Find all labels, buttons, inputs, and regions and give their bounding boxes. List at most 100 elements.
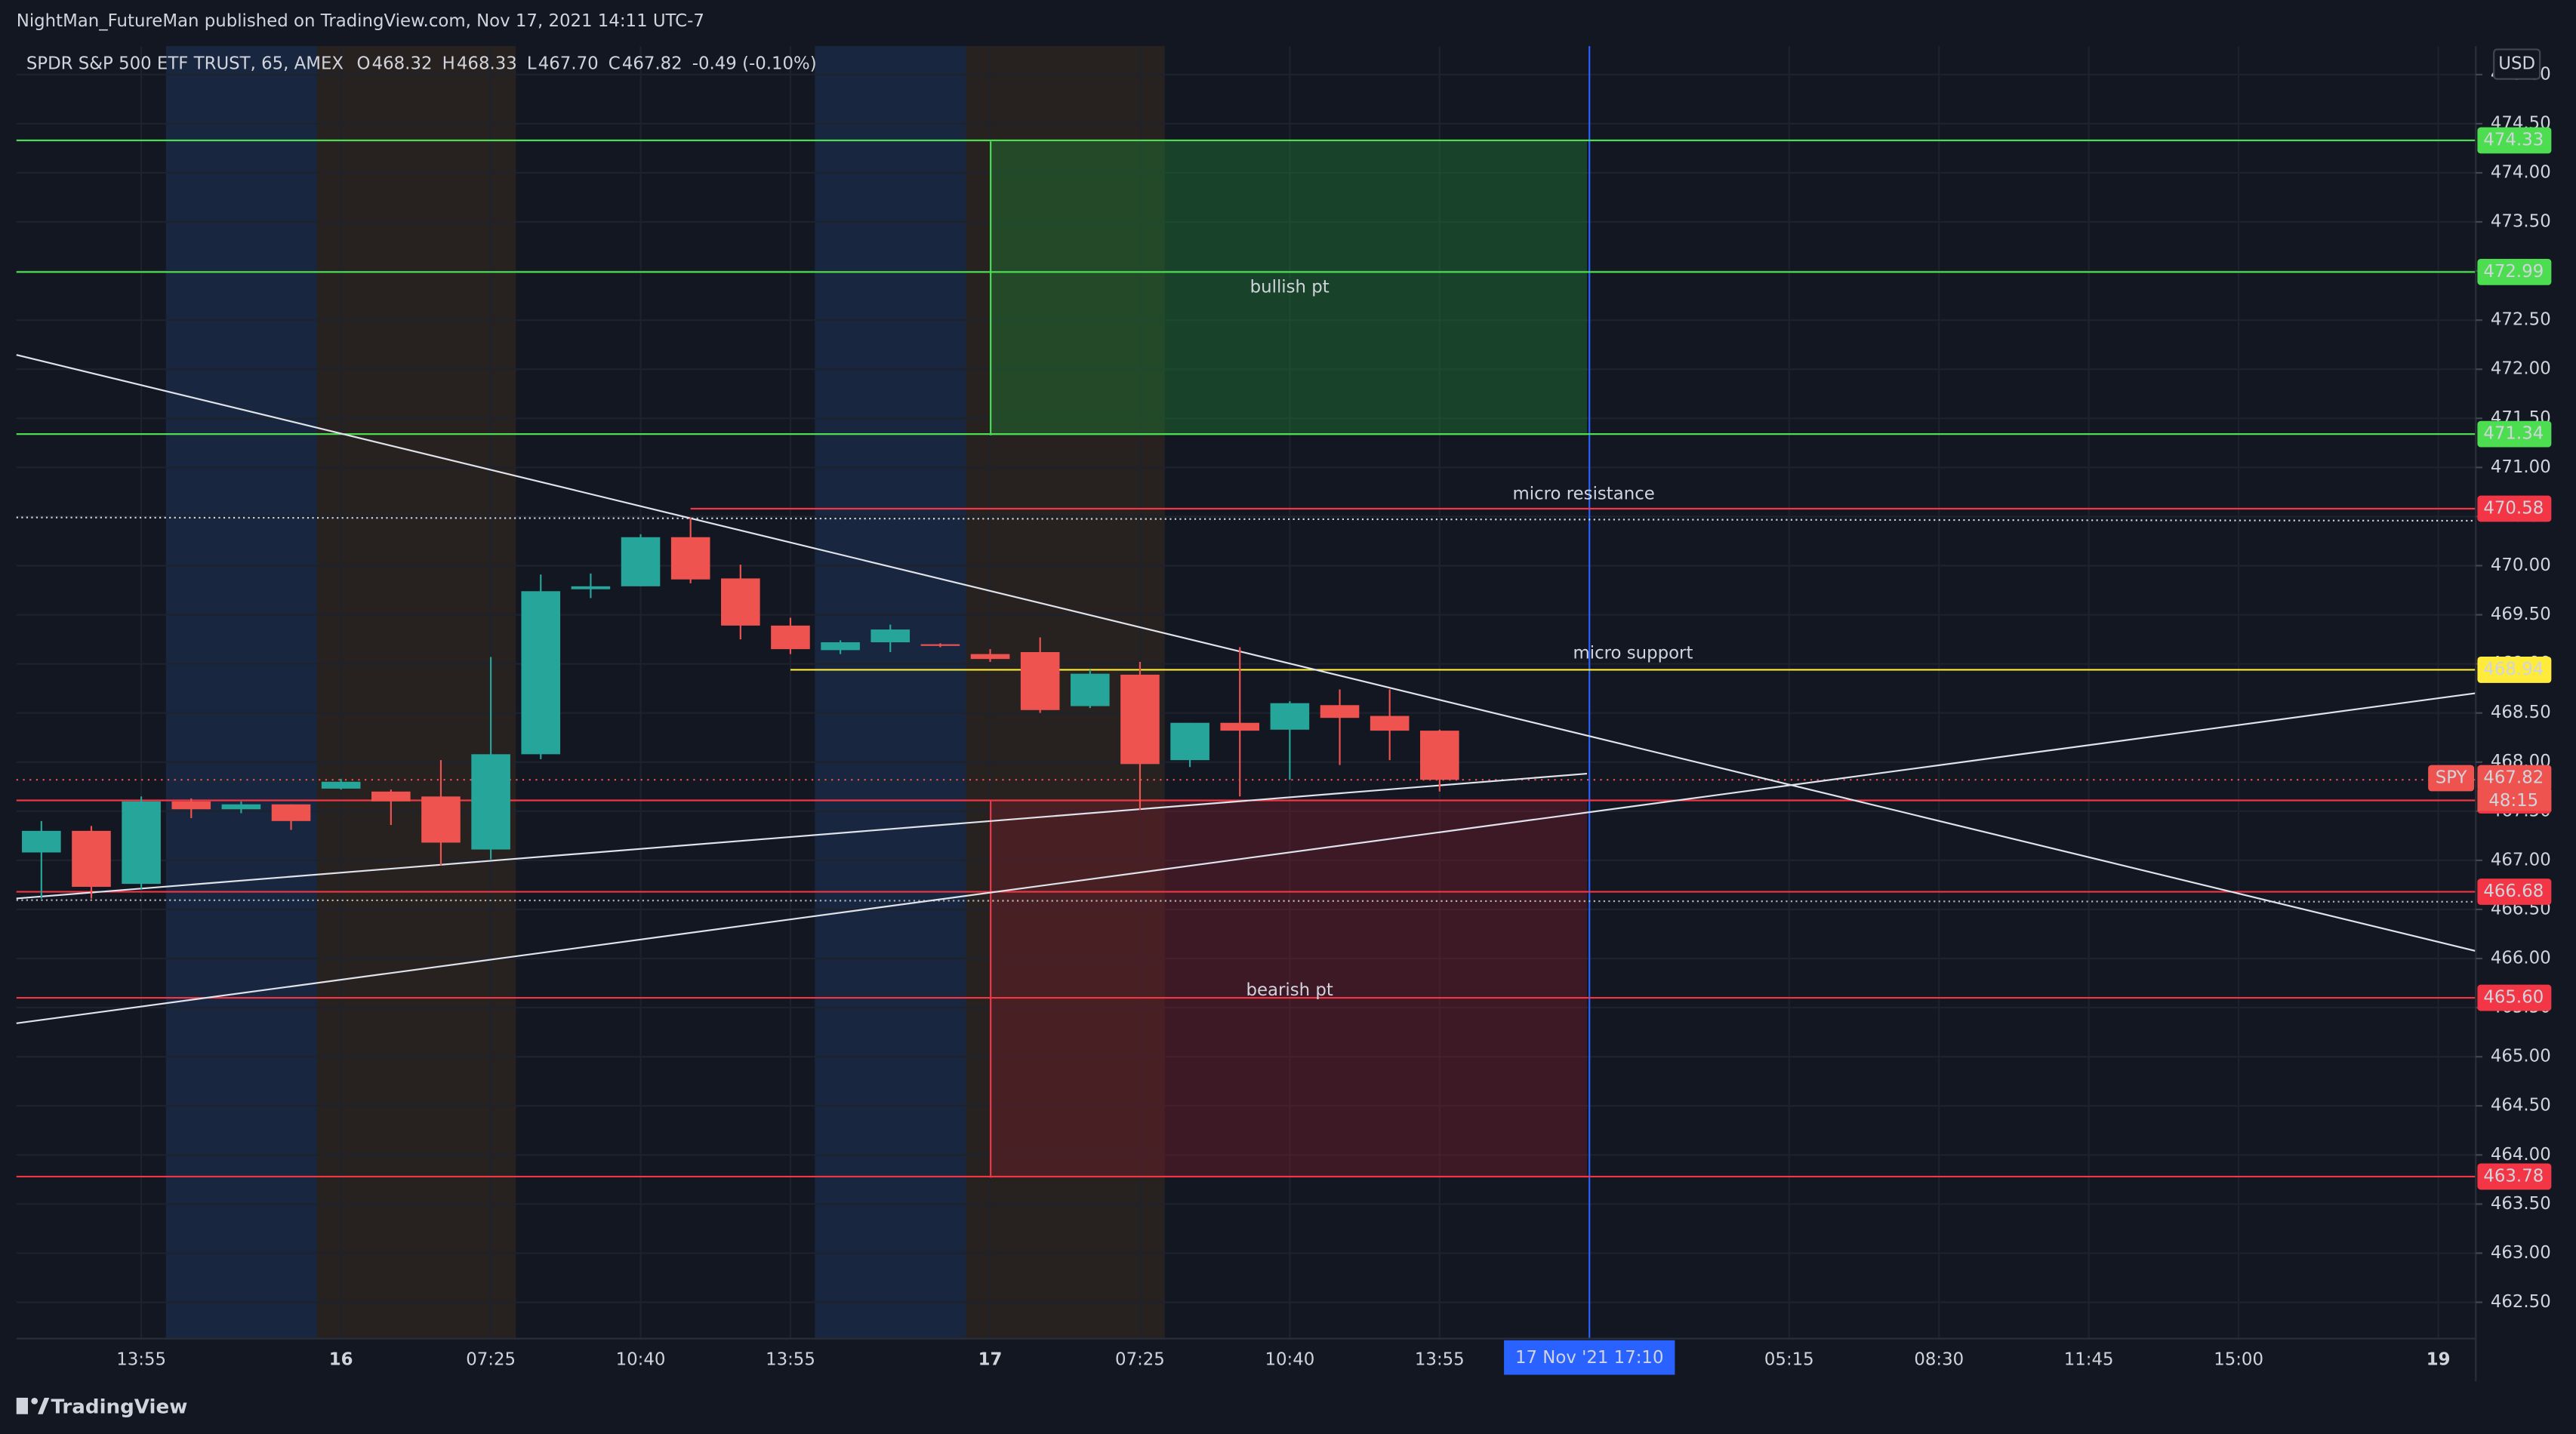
currency-box (2493, 48, 2541, 80)
candle-body (1370, 715, 1410, 731)
logo-mark (31, 1397, 39, 1405)
y-tick-label: 469.50 (2491, 605, 2551, 624)
last-price-badge (2477, 765, 2552, 792)
candle-body (122, 801, 161, 885)
legend-value: 468.33 (457, 54, 517, 74)
candle-body (321, 781, 361, 789)
level-badge (2477, 420, 2552, 448)
crosshair-label: 17 Nov '21 17:10 (1515, 1348, 1663, 1368)
level-label: 466.68 (2483, 882, 2544, 901)
level-badge (2477, 984, 2552, 1011)
level-label: 468.94 (2483, 660, 2544, 679)
level-badge (2477, 1163, 2552, 1190)
candle-body (271, 804, 311, 821)
level-label: 474.33 (2483, 131, 2544, 150)
annotation: bearish pt (1246, 980, 1333, 1000)
level-badge (2477, 657, 2552, 683)
sessions (165, 46, 1165, 1339)
legend-value: 467.82 (622, 54, 683, 74)
session-band (165, 46, 317, 1339)
level-badge (2477, 258, 2552, 285)
logo (16, 1397, 50, 1414)
last-price-label: 467.82 (2483, 768, 2544, 788)
legend-key: C (609, 54, 621, 74)
ticker: SPY (2436, 768, 2467, 788)
trendline (16, 692, 2476, 1024)
legend-change: -0.49 (-0.10%) (692, 54, 817, 74)
candle-body (1120, 674, 1160, 765)
brand: TradingView (51, 1396, 187, 1419)
x-tick-label: 13:55 (766, 1349, 815, 1369)
level-label: 465.60 (2483, 988, 2544, 1008)
trendline (16, 772, 1588, 900)
x-tick-label: 10:40 (1265, 1349, 1314, 1369)
x-tick-label: 08:30 (1914, 1349, 1964, 1369)
x-tick-label: 05:15 (1764, 1349, 1814, 1369)
candle-body (970, 654, 1010, 660)
candle-body (421, 796, 461, 843)
y-tick-label: 473.50 (2491, 212, 2551, 232)
session-band (815, 46, 966, 1339)
level-badge (2477, 127, 2552, 154)
x-tick-label: 17 (978, 1349, 1003, 1369)
level-label: 471.34 (2483, 424, 2544, 444)
dotted-line (16, 899, 2476, 903)
candle-body (1071, 673, 1110, 706)
x-tick-label: 07:25 (466, 1349, 516, 1369)
candle-body (721, 578, 760, 626)
annotation: bullish pt (1250, 277, 1330, 297)
candle-body (621, 537, 661, 586)
candle-body (1270, 703, 1310, 730)
logo-mark (16, 1397, 28, 1414)
candle-body (920, 644, 960, 646)
y-tick-label: 465.00 (2491, 1047, 2551, 1066)
grid (16, 46, 2476, 1339)
level-label: 463.78 (2483, 1166, 2544, 1186)
currency: USD (2498, 54, 2535, 74)
y-tick-label: 463.50 (2491, 1194, 2551, 1214)
logo-mark (38, 1397, 50, 1414)
ticker-badge (2428, 765, 2475, 792)
level-label: 470.58 (2483, 499, 2544, 519)
legend-key: H (442, 54, 455, 74)
x-tick-label: 13:55 (1415, 1349, 1465, 1369)
y-tick-label: 466.00 (2491, 949, 2551, 968)
annotation: micro resistance (1513, 485, 1655, 504)
ohlc-legend: O 468.32 H 468.33 L 467.70 C 467.82 -0.49 (-0.10… (356, 54, 816, 74)
annotations: bullish pt micro resistance micro support b… (1246, 277, 1693, 999)
dotted-line (16, 516, 2476, 522)
candle-body (22, 830, 61, 853)
y-tick-label: 464.50 (2491, 1096, 2551, 1116)
candle-body (72, 830, 111, 888)
session-band (316, 46, 516, 1339)
countdown: 48:15 (2488, 791, 2538, 811)
x-tick-label: 10:40 (616, 1349, 666, 1369)
level-label: 472.99 (2483, 262, 2544, 282)
level-badge (2477, 495, 2552, 522)
candle-body (870, 629, 911, 642)
candle-body (670, 537, 710, 580)
candle-body (371, 791, 411, 802)
legend-key: O (356, 54, 370, 74)
candle-body (221, 804, 261, 810)
legend-key: L (527, 54, 537, 74)
candle-body (1020, 652, 1060, 710)
candle-body (521, 591, 561, 755)
trendline (16, 354, 2476, 952)
candle-body (571, 586, 611, 589)
y-tick-label: 463.00 (2491, 1243, 2551, 1263)
target-box (991, 799, 1588, 1178)
symbol: SPDR S&P 500 ETF TRUST, 65, AMEX (26, 54, 344, 74)
y-tick-label: 464.00 (2491, 1145, 2551, 1165)
annotation: micro support (1573, 644, 1693, 663)
candle-body (821, 642, 860, 651)
axes: 462.50 463.00 463.50 464.00 464.50 465.00 465.… (116, 64, 2552, 1375)
candle-body (1320, 705, 1360, 719)
x-tick-label: 15:00 (2214, 1349, 2263, 1369)
candle-body (771, 625, 810, 650)
countdown-badge (2477, 789, 2552, 811)
y-tick-label: 474.00 (2491, 162, 2551, 182)
legend-value: 467.70 (538, 54, 599, 74)
